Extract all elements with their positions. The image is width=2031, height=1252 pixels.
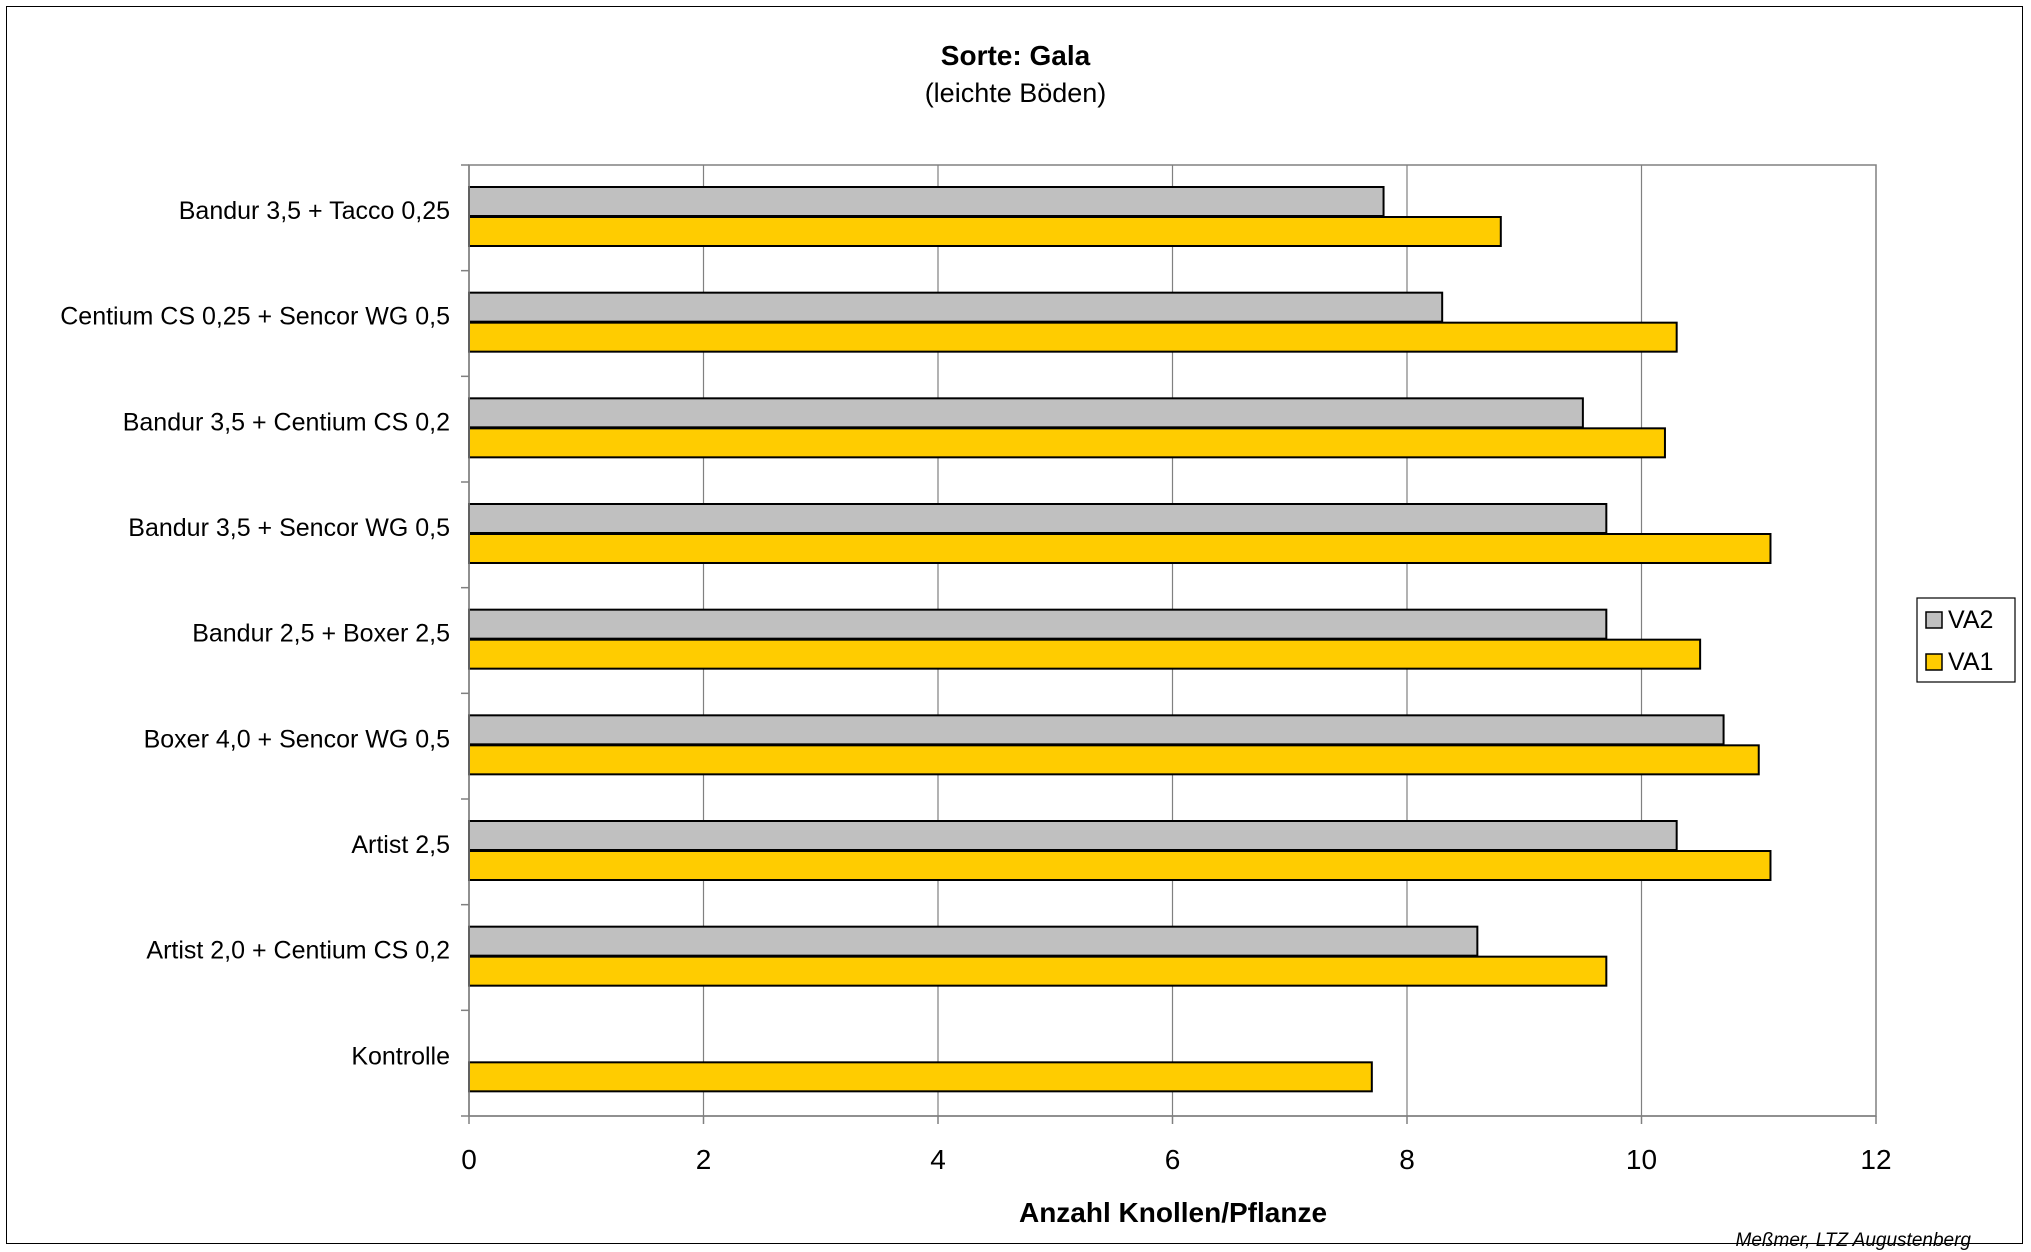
category-label: Artist 2,0 + Centium CS 0,2 xyxy=(146,937,450,965)
x-tick-label: 0 xyxy=(461,1144,477,1175)
bar-va1 xyxy=(468,216,1502,247)
bars xyxy=(468,186,1772,1093)
chart-frame xyxy=(6,6,2023,1244)
x-tick-label: 2 xyxy=(696,1144,712,1175)
legend-swatch-va2 xyxy=(1925,611,1943,629)
category-label: Bandur 3,5 + Centium CS 0,2 xyxy=(123,408,450,436)
bar-va2 xyxy=(468,714,1725,746)
legend-swatch-va1 xyxy=(1925,653,1943,671)
x-axis-title: Anzahl Knollen/Pflanze xyxy=(1019,1197,1327,1228)
bar-va1 xyxy=(468,850,1772,881)
category-label: Kontrolle xyxy=(351,1042,450,1070)
bar-va2 xyxy=(468,291,1444,323)
bar-va1 xyxy=(468,321,1678,353)
category-label: Centium CS 0,25 + Sencor WG 0,5 xyxy=(60,303,450,331)
category-label: Bandur 3,5 + Tacco 0,25 xyxy=(179,197,450,225)
bar-va2 xyxy=(468,397,1584,429)
labels: 0 2 4 6 8 10 12 Bandur 3,5 + Tacco 0,25 Centium … xyxy=(60,197,1891,1175)
bar-va1 xyxy=(468,427,1666,459)
x-tick-label: 6 xyxy=(1165,1144,1181,1175)
bar-va1 xyxy=(468,533,1772,564)
bar-va1 xyxy=(468,1061,1373,1093)
x-tick-label: 8 xyxy=(1399,1144,1415,1175)
category-label: Bandur 2,5 + Boxer 2,5 xyxy=(192,620,450,648)
bar-va1 xyxy=(468,955,1608,987)
chart-title: Sorte: Gala xyxy=(940,40,1091,71)
category-label: Boxer 4,0 + Sencor WG 0,5 xyxy=(144,725,450,753)
bar-va2 xyxy=(468,503,1608,534)
chart-subtitle: (leichte Böden) xyxy=(924,78,1107,108)
x-tick-label: 10 xyxy=(1626,1144,1657,1175)
axes xyxy=(461,164,1877,1124)
bar-va2 xyxy=(468,186,1385,217)
category-label: Bandur 3,5 + Sencor WG 0,5 xyxy=(128,514,450,542)
bar-va2 xyxy=(468,925,1479,957)
legend: VA2 VA1 xyxy=(1916,597,2016,683)
bar-va1 xyxy=(468,638,1702,670)
bar-va2 xyxy=(468,820,1678,851)
x-tick-label: 12 xyxy=(1860,1144,1891,1175)
bar-va1 xyxy=(468,744,1760,776)
x-tick-label: 4 xyxy=(930,1144,946,1175)
legend-label-va2: VA2 xyxy=(1948,606,1993,634)
legend-label-va1: VA1 xyxy=(1948,648,1993,676)
bar-va2 xyxy=(468,608,1608,640)
credit-note: Meßmer, LTZ Augustenberg xyxy=(1735,1230,1972,1251)
category-label: Artist 2,5 xyxy=(351,831,450,859)
